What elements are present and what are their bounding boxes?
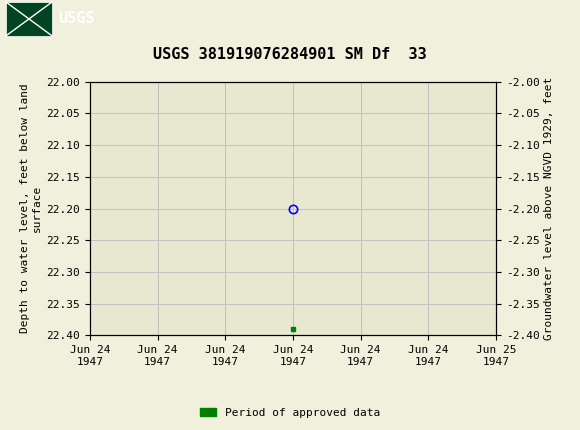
Y-axis label: Depth to water level, feet below land
surface: Depth to water level, feet below land su…	[20, 84, 42, 333]
Bar	[6, 2, 52, 36]
Text: USGS 381919076284901 SM Df  33: USGS 381919076284901 SM Df 33	[153, 47, 427, 62]
Y-axis label: Groundwater level above NGVD 1929, feet: Groundwater level above NGVD 1929, feet	[543, 77, 553, 340]
Text: USGS: USGS	[58, 12, 95, 26]
Legend: Period of approved data: Period of approved data	[195, 403, 385, 422]
